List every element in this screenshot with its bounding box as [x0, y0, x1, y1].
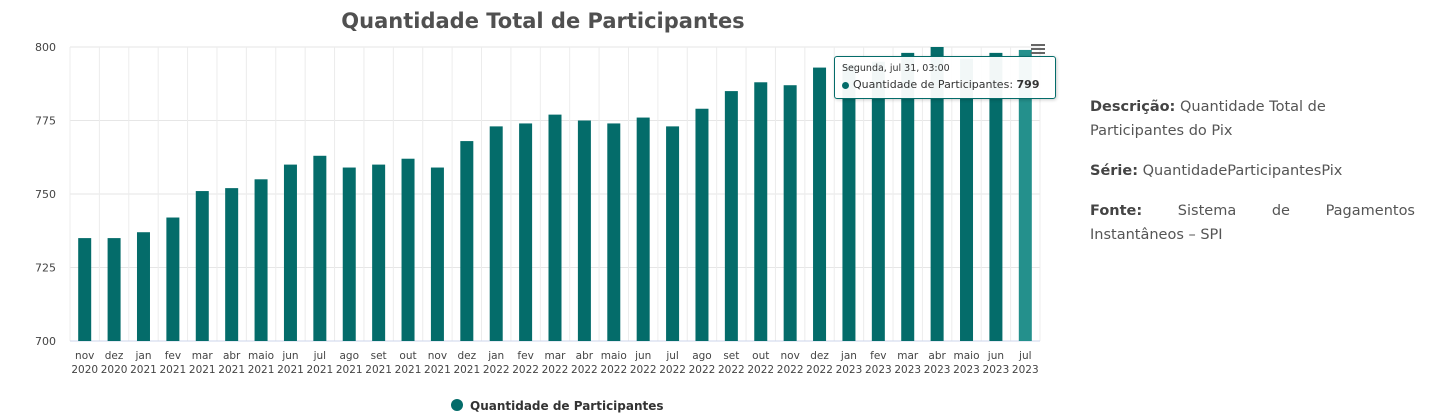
x-tick-label: mar 2021: [189, 350, 216, 376]
description-block: Descrição: Quantidade Total de Participa…: [1090, 95, 1415, 143]
y-tick-label: 750: [35, 188, 56, 201]
bar[interactable]: [489, 126, 503, 341]
x-tick-label: maio 2023: [953, 350, 980, 376]
tooltip-date: Segunda, jul 31, 03:00: [842, 63, 950, 74]
legend[interactable]: Quantidade de Participantes: [451, 399, 664, 413]
bar[interactable]: [871, 61, 885, 341]
x-tick-label: jul 2021: [306, 350, 333, 376]
x-tick-label: abr 2021: [218, 350, 245, 376]
x-tick-label: ago 2021: [336, 350, 363, 376]
bar[interactable]: [960, 58, 974, 341]
chart-container: Quantidade Total de Participantes 700 725…: [35, 9, 1056, 413]
series-block: Série: QuantidadeParticipantesPix: [1090, 159, 1415, 183]
x-tick-label: set 2022: [718, 350, 745, 376]
y-tick-label: 700: [35, 335, 56, 348]
bar[interactable]: [577, 120, 591, 342]
x-tick-label: abr 2023: [924, 350, 951, 376]
bar[interactable]: [78, 238, 92, 341]
x-tick-label: jun 2022: [630, 350, 657, 376]
tooltip-row: Quantidade de Participantes: 799: [842, 78, 1048, 91]
x-tick-label: set 2021: [365, 350, 392, 376]
bar[interactable]: [666, 126, 680, 341]
bar[interactable]: [313, 155, 327, 341]
tooltip-series-dot: [842, 81, 849, 89]
bar[interactable]: [519, 123, 533, 341]
legend-marker[interactable]: [451, 399, 463, 411]
tooltip-value: 799: [1016, 78, 1040, 91]
x-tick-label: jul 2022: [659, 350, 686, 376]
x-tick-label: fev 2023: [865, 350, 892, 376]
description-label: Descrição:: [1090, 99, 1176, 115]
chart-menu-icon[interactable]: [1031, 44, 1045, 56]
x-tick-label: out 2022: [747, 350, 774, 376]
source-block: Fonte: Sistema de Pagamentos Instantâneo…: [1090, 199, 1415, 247]
x-tick-label: fev 2021: [160, 350, 187, 376]
source-label: Fonte:: [1090, 203, 1143, 219]
x-tick-label: dez 2020: [101, 350, 128, 376]
x-tick-label: ago 2022: [689, 350, 716, 376]
bar[interactable]: [225, 188, 239, 341]
bar[interactable]: [430, 167, 444, 341]
bar[interactable]: [342, 167, 356, 341]
x-tick-label: jan 2022: [483, 350, 510, 376]
x-tick-label: abr 2022: [571, 350, 598, 376]
x-tick-label: jun 2023: [983, 350, 1010, 376]
bar[interactable]: [166, 217, 180, 341]
x-tick-label: fev 2022: [512, 350, 539, 376]
bar[interactable]: [254, 179, 268, 341]
chart-info-panel: Descrição: Quantidade Total de Participa…: [1090, 95, 1415, 263]
x-tick-label: mar 2022: [542, 350, 569, 376]
bar[interactable]: [813, 67, 827, 341]
chart-tooltip: Segunda, jul 31, 03:00 Quantidade de Par…: [834, 56, 1056, 99]
series-text: QuantidadeParticipantesPix: [1142, 163, 1343, 179]
bar[interactable]: [1018, 49, 1032, 341]
bar[interactable]: [548, 114, 562, 342]
bar[interactable]: [460, 141, 474, 341]
x-tick-label: dez 2022: [806, 350, 833, 376]
x-tick-label: maio 2022: [600, 350, 627, 376]
bar[interactable]: [783, 85, 797, 341]
x-tick-label: nov 2020: [71, 350, 98, 376]
bar[interactable]: [401, 158, 415, 341]
bar[interactable]: [930, 47, 944, 341]
y-tick-label: 725: [35, 262, 56, 275]
bar[interactable]: [842, 64, 856, 341]
x-tick-label: dez 2021: [453, 350, 480, 376]
x-tick-label: maio 2021: [248, 350, 275, 376]
legend-label[interactable]: Quantidade de Participantes: [470, 399, 664, 413]
x-tick-label: out 2021: [395, 350, 422, 376]
bar[interactable]: [724, 91, 738, 341]
bar[interactable]: [607, 123, 621, 341]
x-tick-label: jan 2023: [836, 350, 863, 376]
x-tick-label: nov 2022: [777, 350, 804, 376]
bar[interactable]: [695, 108, 709, 342]
series-label: Série:: [1090, 163, 1139, 179]
bar[interactable]: [754, 82, 768, 341]
x-tick-label: jul 2023: [1012, 350, 1039, 376]
bar[interactable]: [901, 52, 915, 341]
bar[interactable]: [136, 232, 150, 341]
bar[interactable]: [636, 117, 650, 341]
y-axis: 700 725 750 775 800: [35, 41, 56, 348]
bars: [78, 47, 1032, 342]
description-text: Quantidade Total de Participantes do Pix: [1090, 99, 1326, 139]
y-tick-label: 800: [35, 41, 56, 54]
chart-title: Quantidade Total de Participantes: [341, 9, 744, 33]
bar[interactable]: [283, 164, 297, 341]
x-tick-label: nov 2021: [424, 350, 451, 376]
bar[interactable]: [195, 191, 209, 341]
bar[interactable]: [989, 52, 1003, 341]
source-text: Sistema de Pagamentos Instantâneos – SPI: [1090, 203, 1415, 243]
bar[interactable]: [107, 238, 121, 341]
bar[interactable]: [372, 164, 386, 341]
tooltip-series-name: Quantidade de Participantes: [853, 78, 1010, 91]
x-tick-label: jan 2021: [130, 350, 157, 376]
x-tick-label: jun 2021: [277, 350, 304, 376]
bar-chart: Quantidade Total de Participantes 700 725…: [35, 9, 1041, 413]
y-tick-label: 775: [35, 115, 56, 128]
x-tick-label: mar 2023: [894, 350, 921, 376]
